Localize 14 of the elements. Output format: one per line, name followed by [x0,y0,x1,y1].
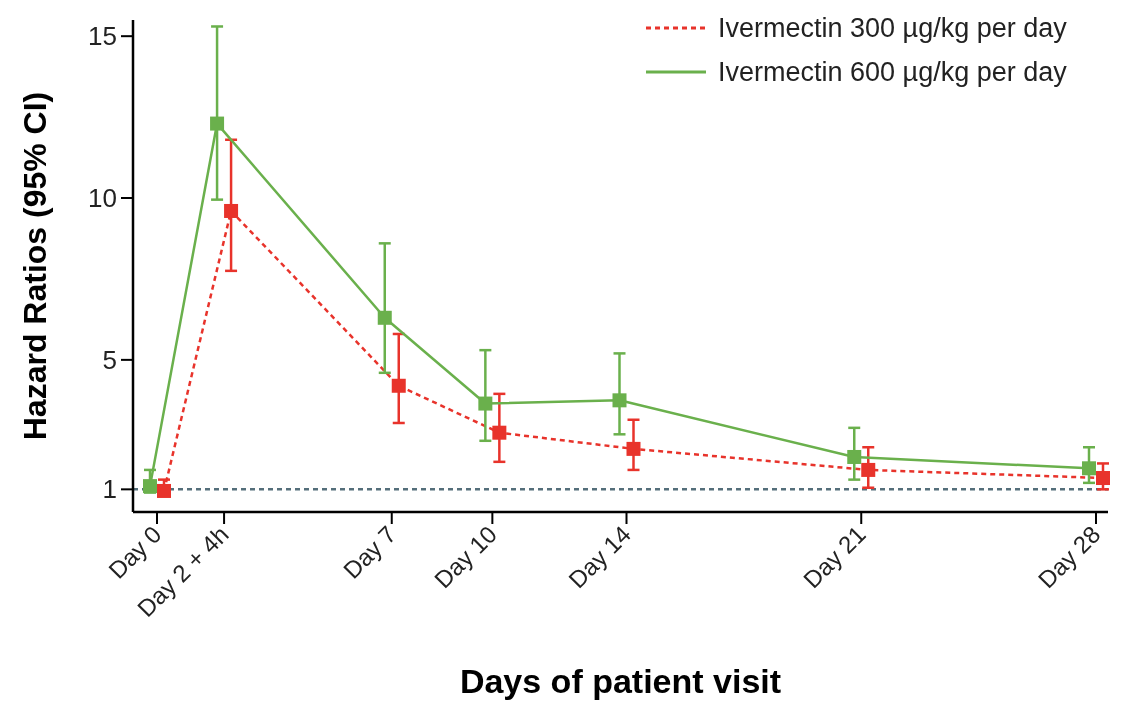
y-tick-label: 5 [102,344,117,375]
x-tick-label: Day 7 [337,520,402,584]
x-tick-label: Day 28 [1032,520,1106,594]
y-tick-label: 1 [102,474,117,505]
legend-label: Ivermectin 600 µg/kg per day [718,57,1068,88]
legend-label: Ivermectin 300 µg/kg per day [718,13,1068,44]
y-axis-title: Hazard Ratios (95% CI) [17,91,53,441]
x-tick-label: Day 21 [797,520,871,594]
x-axis-title: Days of patient visit [459,662,782,700]
x-tick-label: Day 10 [429,520,502,594]
y-tick-label: 10 [88,183,117,214]
x-tick-label: Day 14 [563,520,637,594]
y-tick-label: 15 [88,21,117,52]
x-tick-label: Day 0 [103,520,167,584]
